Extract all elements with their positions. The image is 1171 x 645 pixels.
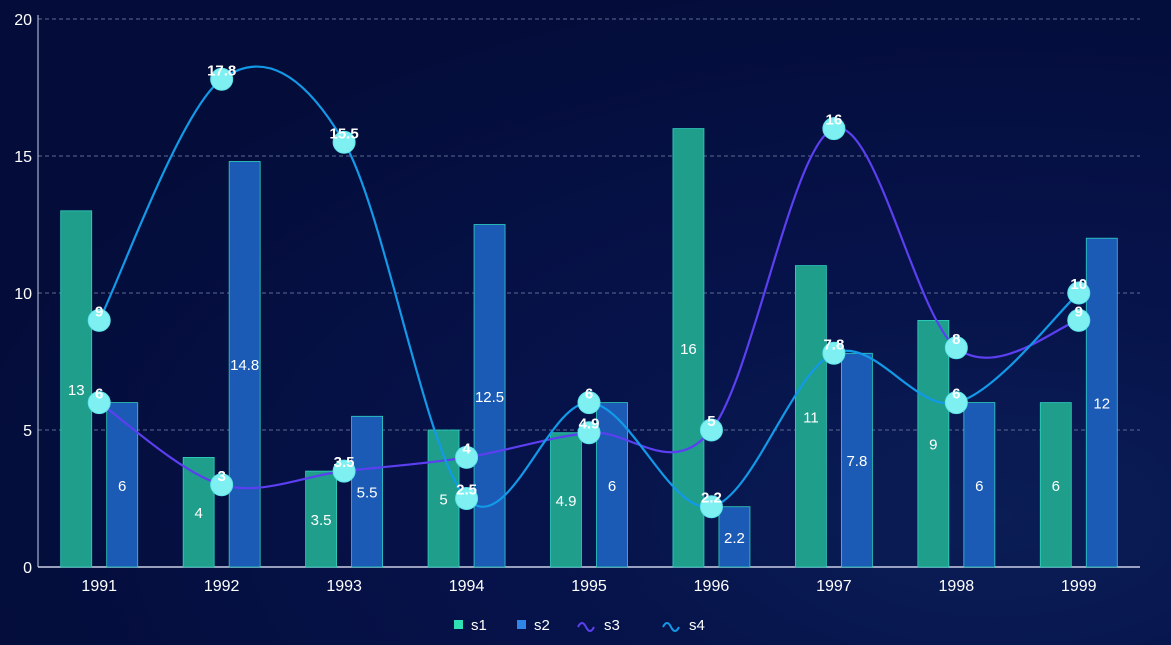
point-value-label: 3 — [217, 468, 225, 485]
bar-value-label: 5 — [439, 492, 447, 509]
point-s4[interactable] — [577, 391, 601, 415]
bar-value-label: 12 — [1093, 396, 1110, 413]
point-value-label: 2.5 — [456, 482, 477, 499]
bar-s2[interactable] — [840, 352, 873, 568]
point-s3[interactable] — [822, 117, 846, 141]
point-value-label: 9 — [95, 303, 103, 320]
point-value-label: 7.8 — [823, 336, 844, 353]
point-value-label: 17.8 — [207, 62, 236, 79]
bar-s1[interactable] — [672, 128, 705, 568]
legend-swatch-s4[interactable] — [662, 622, 680, 632]
bar-value-label: 6 — [975, 478, 983, 495]
point-value-label: 8 — [952, 331, 960, 348]
point-s3[interactable] — [944, 336, 968, 360]
bar-s2[interactable] — [718, 506, 751, 568]
legend-swatch-s2[interactable] — [517, 620, 526, 629]
bar-s1[interactable] — [917, 319, 950, 568]
bar-value-label: 5.5 — [357, 485, 378, 502]
point-value-label: 10 — [1070, 276, 1087, 293]
y-tick-label: 15 — [14, 149, 32, 166]
point-value-label: 5 — [707, 413, 715, 430]
point-s4[interactable] — [699, 495, 723, 519]
x-tick-label: 1996 — [694, 578, 730, 595]
bar-s1[interactable] — [1039, 402, 1072, 568]
legend-label: s3 — [604, 617, 620, 634]
bar-s1[interactable] — [794, 265, 827, 568]
legend-swatch-s3[interactable] — [577, 622, 595, 632]
point-s4[interactable] — [1067, 281, 1091, 305]
bar-s2[interactable] — [596, 402, 628, 568]
y-tick-label: 20 — [14, 12, 32, 29]
point-s3[interactable] — [210, 473, 234, 497]
bar-value-label: 13 — [68, 382, 85, 399]
y-tick-label: 5 — [23, 423, 32, 440]
bar-value-label: 11 — [803, 409, 819, 426]
legend-label: s4 — [689, 617, 705, 634]
point-s4[interactable] — [822, 341, 846, 365]
point-value-label: 4.9 — [579, 416, 600, 433]
y-tick-label: 10 — [14, 286, 32, 303]
bar-s2[interactable] — [228, 161, 261, 568]
point-value-label: 16 — [826, 112, 843, 129]
bar-s2[interactable] — [963, 402, 996, 568]
bar-value-label: 6 — [608, 478, 616, 495]
bar-value-label: 12.5 — [475, 389, 504, 406]
bar-value-label: 3.5 — [311, 512, 332, 529]
bar-value-label: 6 — [118, 478, 126, 495]
legend-label: s2 — [534, 617, 550, 634]
point-value-label: 2.2 — [701, 490, 722, 507]
y-tick-label: 0 — [23, 560, 32, 577]
point-s3[interactable] — [87, 391, 111, 415]
point-s4[interactable] — [332, 130, 356, 154]
x-tick-label: 1993 — [326, 578, 362, 595]
point-value-label: 6 — [585, 386, 593, 403]
point-s4[interactable] — [944, 391, 968, 415]
x-tick-label: 1991 — [81, 578, 117, 595]
bar-value-label: 2.2 — [724, 530, 745, 547]
bar-value-label: 4 — [194, 505, 202, 522]
x-tick-label: 1997 — [816, 578, 852, 595]
point-s4[interactable] — [210, 67, 234, 91]
legend-swatch-s1[interactable] — [454, 620, 463, 629]
bar-value-label: 4.9 — [556, 493, 577, 510]
point-value-label: 3.5 — [334, 454, 355, 471]
bar-value-label: 16 — [680, 341, 697, 358]
point-value-label: 4 — [462, 440, 471, 457]
point-s4[interactable] — [87, 308, 111, 332]
point-s3[interactable] — [332, 459, 356, 483]
point-s4[interactable] — [455, 487, 479, 510]
line-s3 — [98, 127, 1080, 490]
bar-s1[interactable] — [305, 470, 338, 568]
point-s3[interactable] — [455, 445, 479, 469]
bar-value-label: 9 — [929, 437, 937, 454]
bar-s2[interactable] — [473, 224, 506, 568]
x-tick-label: 1999 — [1061, 578, 1097, 595]
point-value-label: 15.5 — [330, 125, 359, 142]
point-value-label: 6 — [952, 386, 960, 403]
legend-label: s1 — [471, 617, 487, 634]
bar-value-label: 14.8 — [230, 357, 259, 374]
bar-s2[interactable] — [351, 415, 384, 568]
point-s3[interactable] — [699, 418, 723, 442]
point-value-label: 6 — [95, 386, 103, 403]
point-s3[interactable] — [1067, 308, 1091, 332]
x-tick-label: 1998 — [939, 578, 975, 595]
bar-value-label: 6 — [1052, 478, 1060, 495]
bar-value-label: 7.8 — [846, 453, 867, 470]
x-tick-label: 1994 — [449, 578, 485, 595]
bar-s2[interactable] — [1085, 237, 1118, 568]
x-tick-label: 1992 — [204, 578, 240, 595]
line-s4 — [98, 65, 1080, 508]
point-s3[interactable] — [577, 421, 601, 445]
bar-s1[interactable] — [60, 210, 93, 568]
point-value-label: 9 — [1075, 303, 1083, 320]
bar-s1[interactable] — [550, 432, 582, 568]
x-tick-label: 1995 — [571, 578, 607, 595]
